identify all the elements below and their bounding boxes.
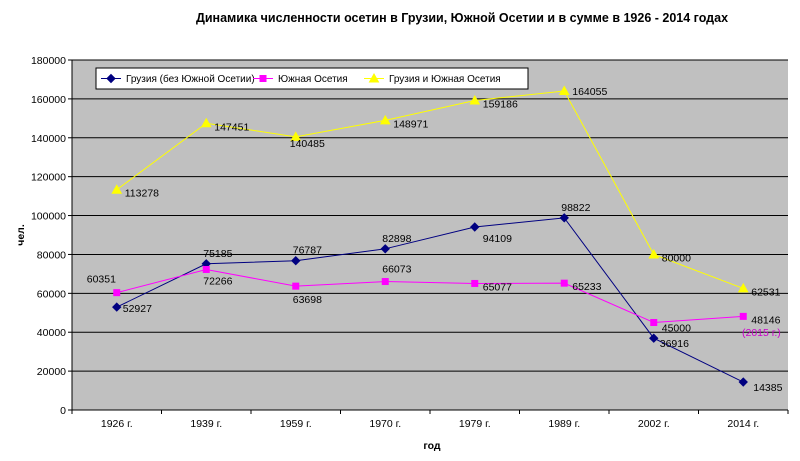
y-tick-label: 180000 — [31, 55, 66, 67]
data-label: 164055 — [572, 86, 607, 98]
data-point — [111, 184, 123, 194]
data-point — [737, 282, 749, 293]
x-tick-label: 1959 г. — [280, 418, 312, 430]
series-line — [116, 217, 744, 383]
data-point — [471, 279, 479, 287]
data-point — [469, 94, 481, 105]
x-tick-label: 1939 г. — [190, 418, 222, 430]
data-point — [113, 289, 121, 297]
legend-item-1: Южная Осетия — [253, 74, 348, 85]
y-tick-label: 40000 — [37, 327, 66, 339]
data-label: 36916 — [660, 338, 689, 350]
data-point — [649, 333, 659, 343]
data-label: 72266 — [203, 275, 232, 287]
data-point — [648, 248, 660, 259]
data-label: 75185 — [203, 248, 232, 260]
y-tick-label: 20000 — [37, 366, 66, 378]
data-label: 98822 — [561, 202, 590, 214]
data-label: 113278 — [125, 188, 159, 200]
data-label: 14385 — [753, 382, 782, 394]
data-label: 62531 — [751, 286, 780, 298]
y-tick-labels: 0 20000 40000 60000 80000 100000 120000 140000 1… — [31, 55, 66, 417]
plot-area — [72, 60, 788, 410]
data-point — [650, 319, 658, 326]
legend: Грузия (без Южной Осетии) Южная Осетия Гру… — [95, 67, 529, 90]
legend-item-0: Грузия (без Южной Осетии) — [101, 73, 255, 85]
series-1 — [113, 265, 747, 326]
data-label: 65233 — [572, 281, 601, 293]
series-0 — [112, 213, 748, 387]
y-tick-label: 80000 — [37, 249, 66, 261]
y-tick-label: 160000 — [31, 94, 66, 106]
data-label: 94109 — [483, 233, 512, 245]
data-point — [379, 114, 391, 125]
y-tick-label: 100000 — [31, 211, 66, 223]
legend-marker — [106, 73, 116, 84]
x-tick-label: 1979 г. — [459, 418, 491, 430]
y-tick-label: 60000 — [37, 288, 66, 300]
y-axis-label: чел. — [15, 224, 27, 246]
data-point — [290, 131, 302, 141]
legend-marker — [368, 72, 380, 83]
data-point — [559, 213, 569, 223]
x-tick-label: 1970 г. — [369, 418, 401, 430]
data-point — [381, 278, 389, 286]
x-axis-label: год — [423, 440, 441, 452]
data-point — [560, 279, 568, 287]
data-label: 147451 — [214, 121, 249, 133]
series-2 — [111, 85, 749, 293]
data-label: 52927 — [123, 303, 152, 315]
data-label: 80000 — [662, 252, 691, 264]
data-labels: 52927 75185 76787 82898 94109 98822 36916 14385… — [87, 86, 783, 394]
axes — [71, 60, 789, 414]
legend-box — [95, 67, 529, 90]
data-point — [202, 265, 210, 273]
legend-item-2: Грузия и Южная Осетия — [364, 72, 501, 85]
data-label: 45000 — [662, 323, 691, 335]
series-line — [116, 268, 744, 324]
data-point — [470, 222, 480, 232]
data-label: 82898 — [382, 233, 411, 245]
data-point — [380, 244, 390, 254]
x-tick-label: 1926 г. — [101, 418, 133, 430]
legend-label: Грузия и Южная Осетия — [389, 74, 501, 85]
annotation-2015: (2015 г.) — [742, 327, 781, 339]
x-tick-labels: 1926 г. 1939 г. 1959 г. 1970 г. 1979 г. 1989 … — [101, 418, 759, 430]
data-point — [739, 312, 747, 320]
y-tick-label: 0 — [60, 405, 66, 417]
y-tick-label: 140000 — [31, 133, 66, 145]
data-label: 148971 — [393, 118, 428, 130]
x-tick-label: 1989 г. — [548, 418, 580, 430]
data-label: 48146 — [751, 314, 780, 326]
data-point — [112, 302, 122, 312]
gridlines — [68, 59, 788, 411]
data-label: 65077 — [483, 281, 512, 293]
x-tick-label: 2014 г. — [727, 418, 759, 430]
data-point — [291, 255, 301, 266]
data-label: 60351 — [87, 274, 116, 286]
legend-marker — [259, 75, 267, 82]
series-layer — [111, 85, 749, 387]
data-label: 66073 — [382, 264, 411, 276]
series-line — [116, 90, 744, 289]
data-point — [292, 282, 300, 290]
data-point — [558, 85, 570, 96]
legend-label: Южная Осетия — [278, 74, 348, 85]
y-tick-label: 120000 — [31, 172, 66, 184]
data-point — [200, 117, 212, 128]
data-label: 140485 — [290, 138, 325, 150]
legend-label: Грузия (без Южной Осетии) — [126, 73, 255, 85]
data-label: 76787 — [293, 245, 322, 257]
x-tick-label: 2002 г. — [638, 418, 670, 430]
data-point — [738, 377, 748, 387]
data-label: 159186 — [483, 98, 518, 110]
data-label: 63698 — [293, 294, 322, 306]
chart-title: Динамика численности осетин в Грузии, Юж… — [196, 11, 728, 25]
